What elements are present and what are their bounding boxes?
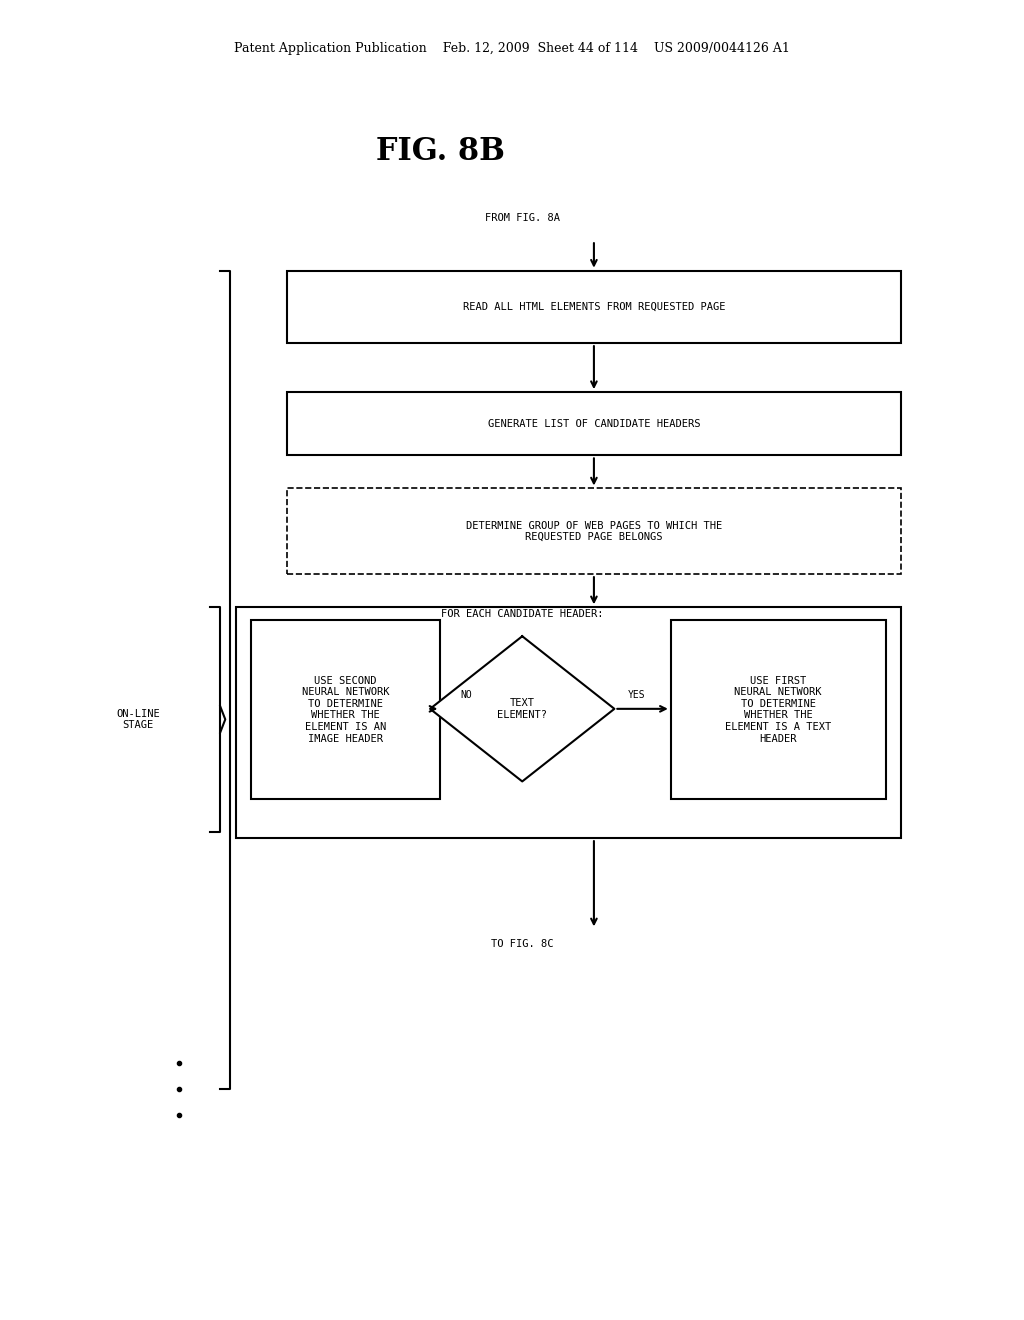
Text: USE SECOND
NEURAL NETWORK
TO DETERMINE
WHETHER THE
ELEMENT IS AN
IMAGE HEADER: USE SECOND NEURAL NETWORK TO DETERMINE W… — [302, 676, 389, 743]
Text: YES: YES — [628, 689, 646, 700]
Text: READ ALL HTML ELEMENTS FROM REQUESTED PAGE: READ ALL HTML ELEMENTS FROM REQUESTED PA… — [463, 302, 725, 312]
Bar — [287, 271, 901, 343]
Text: ON-LINE
STAGE: ON-LINE STAGE — [117, 709, 160, 730]
Text: TEXT
ELEMENT?: TEXT ELEMENT? — [498, 698, 547, 719]
Text: TO FIG. 8C: TO FIG. 8C — [490, 939, 554, 949]
Polygon shape — [430, 636, 614, 781]
Text: NO: NO — [460, 689, 472, 700]
Bar — [287, 392, 901, 455]
Bar — [671, 620, 886, 799]
Bar — [287, 488, 901, 574]
Text: GENERATE LIST OF CANDIDATE HEADERS: GENERATE LIST OF CANDIDATE HEADERS — [487, 418, 700, 429]
Text: FROM FIG. 8A: FROM FIG. 8A — [484, 213, 560, 223]
Text: USE FIRST
NEURAL NETWORK
TO DETERMINE
WHETHER THE
ELEMENT IS A TEXT
HEADER: USE FIRST NEURAL NETWORK TO DETERMINE WH… — [725, 676, 831, 743]
Text: FIG. 8B: FIG. 8B — [376, 136, 505, 168]
Text: Patent Application Publication    Feb. 12, 2009  Sheet 44 of 114    US 2009/0044: Patent Application Publication Feb. 12, … — [234, 42, 790, 55]
Bar — [236, 607, 901, 838]
Text: DETERMINE GROUP OF WEB PAGES TO WHICH THE
REQUESTED PAGE BELONGS: DETERMINE GROUP OF WEB PAGES TO WHICH TH… — [466, 520, 722, 543]
Text: FOR EACH CANDIDATE HEADER:: FOR EACH CANDIDATE HEADER: — [441, 609, 603, 619]
Bar — [251, 620, 440, 799]
